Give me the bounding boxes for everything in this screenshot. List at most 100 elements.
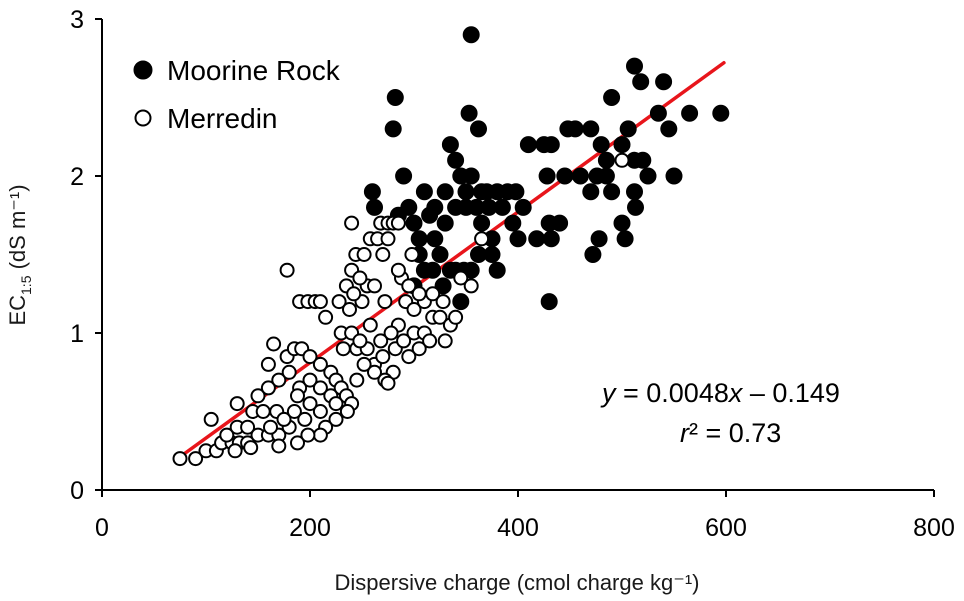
data-point-merredin bbox=[339, 404, 355, 419]
data-point-moorine-rock bbox=[473, 183, 491, 201]
data-point-moorine-rock bbox=[436, 183, 454, 201]
data-point-moorine-rock bbox=[447, 151, 465, 169]
data-point-merredin bbox=[411, 286, 427, 302]
data-point-merredin bbox=[227, 443, 243, 459]
data-point-merredin bbox=[344, 215, 360, 231]
tick-labels: 0 200 400 600 800 0 1 2 3 bbox=[70, 6, 955, 542]
data-point-moorine-rock bbox=[590, 230, 608, 248]
data-point-merredin bbox=[219, 427, 235, 443]
data-point-moorine-rock bbox=[462, 167, 480, 185]
data-point-moorine-rock bbox=[616, 230, 634, 248]
data-point-merredin bbox=[390, 215, 406, 231]
y-tick-label: 2 bbox=[70, 163, 84, 191]
data-point-merredin bbox=[312, 356, 328, 372]
data-point-moorine-rock bbox=[431, 246, 449, 263]
legend: Moorine Rock Merredin bbox=[133, 55, 341, 134]
data-point-merredin bbox=[346, 286, 362, 302]
y-axis-title-subscript: 1:5 bbox=[18, 275, 34, 295]
data-point-merredin bbox=[312, 404, 328, 419]
data-point-merredin bbox=[380, 231, 396, 247]
data-point-moorine-rock bbox=[457, 183, 475, 201]
legend-label-merredin: Merredin bbox=[167, 103, 277, 134]
data-point-merredin bbox=[286, 404, 302, 419]
data-point-moorine-rock bbox=[434, 277, 452, 295]
data-point-merredin bbox=[276, 411, 292, 427]
data-point-merredin bbox=[302, 372, 318, 388]
data-point-merredin bbox=[448, 309, 464, 325]
y-tick-label: 3 bbox=[70, 6, 84, 34]
data-point-moorine-rock bbox=[410, 230, 428, 248]
data-point-moorine-rock bbox=[363, 183, 381, 201]
data-point-moorine-rock bbox=[660, 120, 678, 138]
data-point-merredin bbox=[172, 451, 188, 467]
data-point-moorine-rock bbox=[649, 104, 667, 122]
data-point-merredin bbox=[335, 341, 351, 357]
data-point-merredin bbox=[377, 294, 393, 310]
data-point-moorine-rock bbox=[366, 198, 383, 216]
data-point-merredin bbox=[312, 380, 328, 396]
data-point-merredin bbox=[260, 356, 276, 372]
data-point-merredin bbox=[255, 404, 271, 419]
data-point-moorine-rock bbox=[551, 214, 569, 232]
data-point-moorine-rock bbox=[639, 167, 657, 185]
data-point-moorine-rock bbox=[613, 136, 631, 154]
data-point-moorine-rock bbox=[421, 206, 439, 224]
data-point-moorine-rock bbox=[681, 104, 699, 122]
data-point-merredin bbox=[356, 356, 372, 372]
data-point-moorine-rock bbox=[507, 183, 525, 201]
data-point-merredin bbox=[312, 294, 328, 310]
data-point-merredin bbox=[401, 349, 417, 365]
data-point-merredin bbox=[422, 333, 438, 349]
data-point-merredin bbox=[453, 270, 469, 286]
data-point-merredin bbox=[240, 419, 256, 435]
data-point-moorine-rock bbox=[460, 104, 478, 122]
axes bbox=[95, 18, 935, 497]
data-point-moorine-rock bbox=[405, 214, 423, 232]
data-point-moorine-rock bbox=[384, 120, 402, 138]
data-point-merredin bbox=[390, 262, 406, 278]
data-point-moorine-rock bbox=[415, 183, 433, 201]
points-layer bbox=[172, 26, 730, 467]
data-point-merredin bbox=[352, 333, 368, 349]
data-point-merredin bbox=[383, 325, 399, 341]
data-point-merredin bbox=[297, 411, 313, 427]
data-point-moorine-rock bbox=[395, 167, 413, 185]
data-point-moorine-rock bbox=[504, 214, 522, 232]
data-point-merredin bbox=[614, 152, 630, 168]
data-point-merredin bbox=[367, 364, 382, 380]
data-point-moorine-rock bbox=[462, 26, 480, 44]
data-point-moorine-rock bbox=[665, 167, 683, 185]
data-point-merredin bbox=[342, 302, 357, 317]
data-point-moorine-rock bbox=[582, 183, 600, 201]
x-tick-label: 800 bbox=[913, 514, 955, 542]
data-point-moorine-rock bbox=[584, 246, 602, 263]
data-point-merredin bbox=[396, 333, 412, 349]
data-point-moorine-rock bbox=[488, 261, 506, 279]
data-point-moorine-rock bbox=[436, 214, 454, 232]
data-point-moorine-rock bbox=[566, 120, 584, 138]
data-point-moorine-rock bbox=[528, 230, 546, 248]
data-point-merredin bbox=[411, 341, 427, 357]
data-point-moorine-rock bbox=[452, 293, 470, 311]
x-tick-label: 400 bbox=[497, 514, 539, 542]
data-point-moorine-rock bbox=[592, 136, 610, 154]
data-point-merredin bbox=[380, 375, 396, 391]
data-point-merredin bbox=[406, 302, 422, 317]
legend-marker-moorine-rock bbox=[133, 60, 153, 80]
data-point-moorine-rock bbox=[655, 73, 673, 91]
r-squared-label: r² = 0.73 bbox=[680, 418, 781, 448]
y-axis-title-prefix: EC bbox=[5, 295, 30, 326]
data-point-moorine-rock bbox=[426, 230, 444, 248]
regression-equation: y = 0.0048x – 0.149 bbox=[600, 378, 840, 408]
data-point-merredin bbox=[279, 262, 295, 278]
data-point-merredin bbox=[367, 278, 382, 294]
y-axis-title-suffix: (dS m⁻¹) bbox=[5, 184, 30, 275]
data-point-merredin bbox=[266, 336, 282, 352]
data-point-merredin bbox=[250, 388, 266, 404]
data-point-moorine-rock bbox=[582, 120, 600, 138]
data-point-moorine-rock bbox=[627, 198, 644, 216]
data-point-moorine-rock bbox=[519, 136, 537, 154]
data-point-merredin bbox=[474, 231, 490, 247]
data-point-moorine-rock bbox=[462, 261, 480, 279]
